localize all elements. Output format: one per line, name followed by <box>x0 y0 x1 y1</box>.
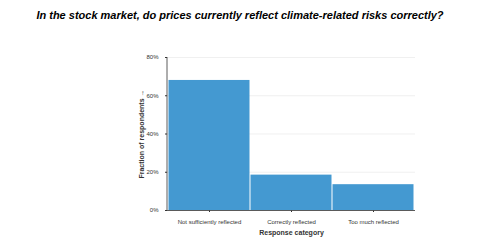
svg-text:Correctly reflected: Correctly reflected <box>267 219 316 225</box>
svg-text:Too much reflected: Too much reflected <box>348 219 399 225</box>
svg-text:60%: 60% <box>146 93 159 99</box>
svg-text:Fraction of respondents →: Fraction of respondents → <box>138 89 146 178</box>
svg-text:0%: 0% <box>150 207 159 213</box>
svg-text:Not sufficiently reflected: Not sufficiently reflected <box>178 219 242 225</box>
svg-text:40%: 40% <box>146 131 159 137</box>
svg-text:Response category: Response category <box>259 229 324 237</box>
svg-text:80%: 80% <box>146 54 159 60</box>
html-text:In the stock market, do prices: In the stock market, do prices currently… <box>36 9 444 21</box>
svg-text:20%: 20% <box>146 169 159 175</box>
